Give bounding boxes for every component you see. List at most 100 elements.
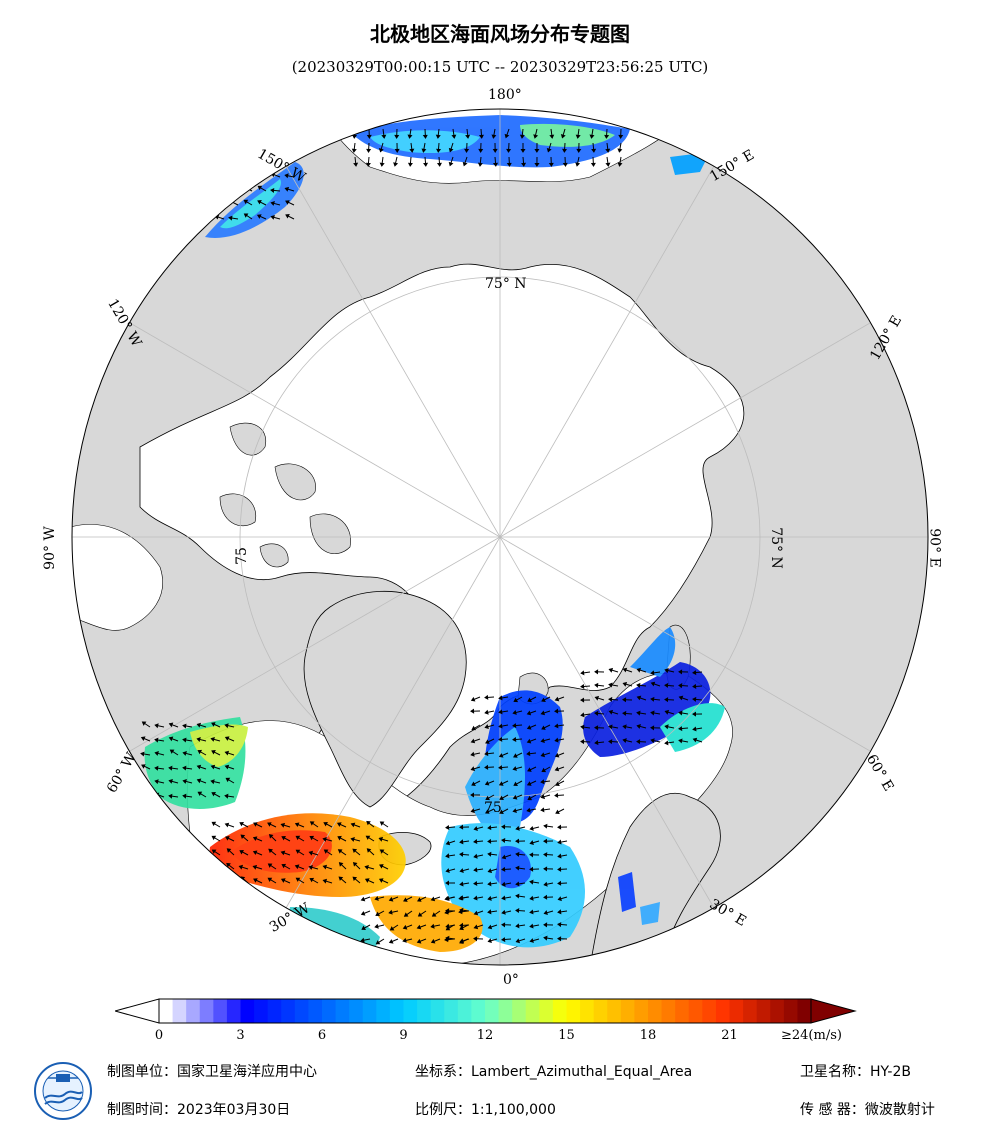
wind-arrow-head: [575, 162, 581, 167]
wind-arrow-head: [554, 766, 560, 772]
wind-arrow-head: [416, 938, 422, 944]
wind-arrow-head: [557, 866, 562, 872]
wind-arrow-head: [527, 795, 533, 801]
wind-arrow-head: [608, 682, 613, 688]
wind-arrow-head: [512, 723, 517, 729]
wind-arrow-head: [526, 807, 531, 813]
colorbar-cell: [512, 999, 527, 1023]
wind-arrow-head: [650, 710, 655, 716]
wind-arrow-head: [540, 752, 546, 758]
wind-arrow-head: [541, 725, 546, 730]
wind-arrow-head: [228, 173, 233, 179]
wind-arrow-head: [224, 723, 229, 729]
wind-arrow-head: [407, 134, 413, 139]
wind-arrow-head: [491, 134, 497, 139]
wind-arrow-head: [168, 722, 174, 728]
wind-arrow-head: [197, 791, 203, 797]
wind-arrow-head: [365, 835, 371, 840]
wind-arrow-head: [543, 866, 548, 872]
colorbar-max-arrow: [810, 998, 857, 1024]
wind-arrow-head: [215, 185, 221, 191]
wind-arrow-head: [692, 670, 697, 676]
wind-arrow-head: [589, 134, 595, 139]
wind-arrow-head: [281, 863, 287, 869]
colorbar-tick-label: 3: [236, 1028, 245, 1043]
wind-arrow-head: [562, 162, 568, 167]
wind-arrow-head: [471, 725, 477, 731]
wind-arrow-head: [366, 820, 371, 826]
wind-arrow-head: [224, 793, 229, 799]
colorbar-cell: [498, 999, 513, 1023]
wind-arrow-head: [253, 822, 258, 827]
wind-arrow-head: [267, 822, 272, 827]
wind-arrow-head: [308, 865, 313, 870]
wind-arrow-head: [338, 876, 344, 881]
wind-arrow-head: [512, 709, 517, 715]
wind-arrow-head: [239, 849, 244, 855]
wind-arrow-head: [141, 721, 147, 726]
canadian-archipelago: [219, 422, 351, 568]
wind-arrow-head: [498, 736, 503, 742]
wind-arrow-head: [238, 864, 244, 870]
wind-arrow-head: [252, 864, 258, 870]
colorbar-tick-label: 21: [721, 1028, 738, 1043]
wind-arrow-head: [470, 808, 475, 814]
map-date-label: 制图时间：2023年03月30日: [107, 1102, 291, 1118]
wind-arrow-head: [196, 778, 202, 784]
wind-arrow-head: [618, 134, 624, 139]
wind-arrow-head: [506, 148, 512, 153]
wind-arrow-head: [140, 793, 145, 799]
wind-arrow-head: [664, 740, 669, 746]
wind-arrow-head: [608, 724, 613, 730]
wind-arrow-head: [650, 696, 655, 702]
wind-arrow-head: [379, 849, 385, 854]
wind-arrow-head: [504, 133, 510, 139]
colorbar-tick-label: 0: [154, 1028, 164, 1043]
crs-label: 坐标系：Lambert_Azimuthal_Equal_Area: [415, 1064, 693, 1080]
wind-arrow-head: [464, 148, 470, 153]
colorbar-tick-label: 18: [639, 1028, 657, 1043]
wind-arrow-head: [512, 808, 517, 814]
wind-arrow-head: [366, 134, 372, 139]
wind-swaths: [144, 115, 725, 965]
wind-arrow-head: [214, 200, 220, 206]
colorbar-cell: [552, 999, 567, 1023]
wind-arrow-head: [580, 697, 585, 703]
colorbar-cell: [254, 999, 269, 1023]
wind-arrow-head: [197, 749, 203, 755]
wind-arrow-head: [557, 824, 562, 830]
wind-arrow-head: [543, 852, 548, 858]
wind-arrow-head: [605, 162, 611, 167]
wind-arrow-head: [168, 778, 173, 784]
wind-arrow-head: [458, 909, 463, 915]
wind-arrow-head: [154, 751, 159, 756]
wind-arrow-head: [268, 848, 273, 854]
wind-arrow-head: [168, 765, 173, 771]
wind-arrow-head: [338, 862, 344, 867]
wind-arrow-head: [374, 923, 379, 929]
wind-arrow-head: [225, 777, 231, 783]
wind-arrow-head: [554, 723, 559, 729]
colorbar-min-arrow: [115, 998, 160, 1024]
wind-arrow-head: [543, 881, 548, 887]
wind-arrow-head: [543, 935, 548, 941]
wind-arrow-head: [557, 896, 562, 902]
wind-arrow-head: [540, 807, 545, 813]
wind-arrow-head: [554, 708, 559, 714]
colorbar-tick-label: 9: [399, 1028, 408, 1043]
wind-arrow-head: [473, 853, 478, 859]
colorbar-cell: [715, 999, 730, 1023]
colorbar-cell: [444, 999, 459, 1023]
wind-arrow-head: [515, 865, 520, 871]
wind-arrow-head: [487, 895, 492, 901]
wind-arrow-head: [501, 824, 506, 830]
wind-arrow-head: [487, 868, 493, 874]
wind-arrow-head: [242, 173, 247, 179]
wind-arrow-head: [445, 926, 451, 931]
wind-arrow-head: [604, 134, 610, 139]
colorbar-cell: [675, 999, 690, 1023]
colorbar-cell: [525, 999, 540, 1023]
colorbar-cell: [634, 999, 649, 1023]
wind-arrow-head: [285, 214, 290, 219]
wind-arrow: [201, 188, 211, 192]
